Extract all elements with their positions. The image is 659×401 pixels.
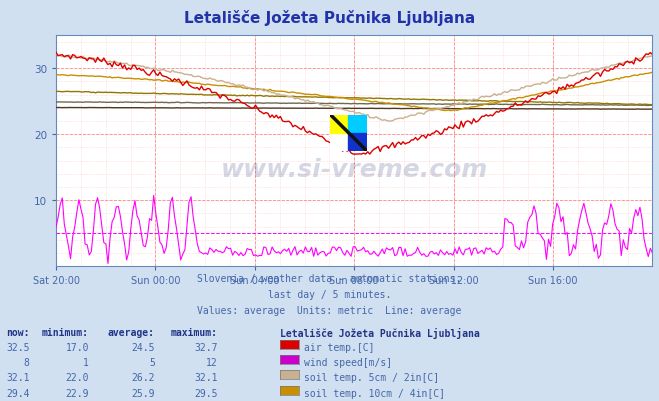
Text: 24.5: 24.5 (131, 342, 155, 352)
Text: Slovenia / weather data - automatic stations.: Slovenia / weather data - automatic stat… (197, 273, 462, 284)
Text: 17.0: 17.0 (65, 342, 89, 352)
Text: 29.5: 29.5 (194, 388, 217, 398)
Text: minimum:: minimum: (42, 327, 89, 337)
Text: 22.0: 22.0 (65, 373, 89, 383)
Text: Values: average  Units: metric  Line: average: Values: average Units: metric Line: aver… (197, 306, 462, 316)
Text: Letališče Jožeta Pučnika Ljubljana: Letališče Jožeta Pučnika Ljubljana (280, 327, 480, 338)
Text: 32.1: 32.1 (194, 373, 217, 383)
Text: air temp.[C]: air temp.[C] (304, 342, 374, 352)
Text: 1: 1 (83, 357, 89, 367)
Text: 8: 8 (24, 357, 30, 367)
Bar (349, 115, 366, 133)
Text: 29.4: 29.4 (6, 388, 30, 398)
Text: soil temp. 5cm / 2in[C]: soil temp. 5cm / 2in[C] (304, 373, 439, 383)
Text: average:: average: (108, 327, 155, 337)
Text: wind speed[m/s]: wind speed[m/s] (304, 357, 392, 367)
Text: www.si-vreme.com: www.si-vreme.com (221, 158, 488, 182)
Text: 22.9: 22.9 (65, 388, 89, 398)
Text: 5: 5 (149, 357, 155, 367)
Text: soil temp. 10cm / 4in[C]: soil temp. 10cm / 4in[C] (304, 388, 445, 398)
Text: last day / 5 minutes.: last day / 5 minutes. (268, 290, 391, 300)
Text: 25.9: 25.9 (131, 388, 155, 398)
Text: Letališče Jožeta Pučnika Ljubljana: Letališče Jožeta Pučnika Ljubljana (184, 10, 475, 26)
Text: 32.1: 32.1 (6, 373, 30, 383)
Text: 32.5: 32.5 (6, 342, 30, 352)
Text: 12: 12 (206, 357, 217, 367)
Text: now:: now: (6, 327, 30, 337)
Bar (349, 133, 366, 151)
Text: maximum:: maximum: (171, 327, 217, 337)
Text: 26.2: 26.2 (131, 373, 155, 383)
Text: 32.7: 32.7 (194, 342, 217, 352)
Bar (330, 115, 349, 133)
